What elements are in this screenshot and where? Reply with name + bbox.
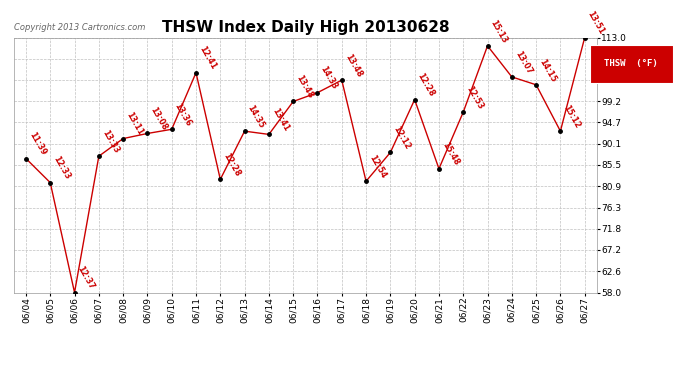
Text: 14:33: 14:33: [319, 65, 339, 91]
Text: 13:08: 13:08: [148, 106, 169, 132]
Title: THSW Index Daily High 20130628: THSW Index Daily High 20130628: [161, 20, 449, 35]
Text: 11:39: 11:39: [27, 131, 48, 157]
Text: 13:48: 13:48: [343, 52, 364, 79]
Text: 12:28: 12:28: [221, 151, 242, 178]
Text: 15:12: 15:12: [562, 103, 582, 130]
Text: 14:15: 14:15: [538, 57, 558, 83]
Text: 12:12: 12:12: [391, 124, 412, 151]
Text: 12:33: 12:33: [52, 155, 72, 181]
Text: 15:48: 15:48: [440, 141, 461, 167]
Text: 12:37: 12:37: [76, 265, 96, 291]
Text: 12:28: 12:28: [416, 72, 437, 98]
Text: 13:33: 13:33: [100, 128, 121, 155]
Text: 13:51: 13:51: [586, 10, 607, 36]
Text: 12:54: 12:54: [367, 153, 388, 180]
Text: 12:41: 12:41: [197, 45, 218, 71]
Text: 13:07: 13:07: [513, 49, 533, 75]
Text: 12:53: 12:53: [464, 84, 485, 111]
Text: 13:41: 13:41: [270, 106, 290, 133]
Text: 14:35: 14:35: [246, 104, 266, 130]
Text: Copyright 2013 Cartronics.com: Copyright 2013 Cartronics.com: [14, 23, 145, 32]
Text: 13:48: 13:48: [295, 74, 315, 100]
Text: THSW  (°F): THSW (°F): [604, 59, 658, 68]
Text: 13:36: 13:36: [173, 102, 193, 128]
Text: 13:11: 13:11: [124, 111, 145, 137]
Text: 15:13: 15:13: [489, 18, 509, 45]
